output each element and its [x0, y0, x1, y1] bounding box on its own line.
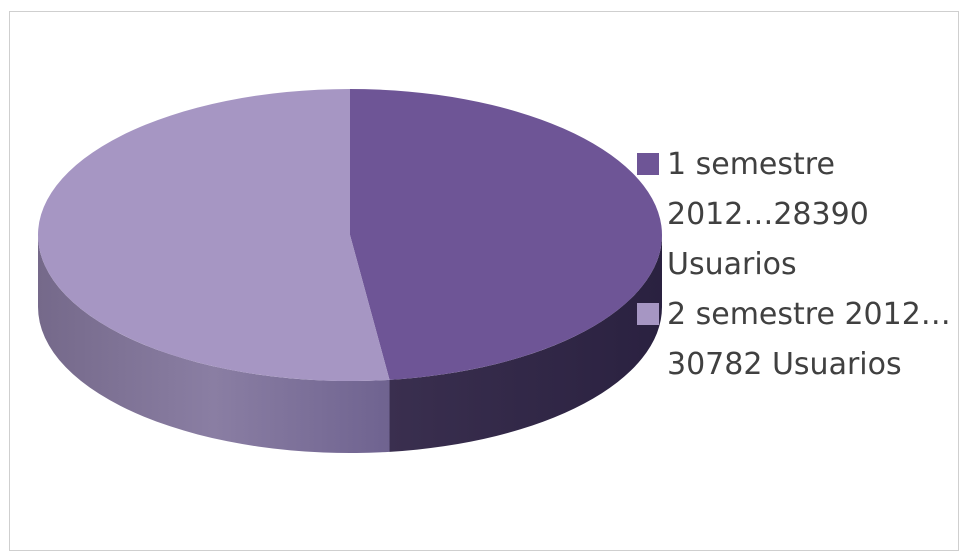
legend-line: 2 semestre 2012…	[667, 297, 951, 332]
legend-item-1: 1 semestre 2012…28390 Usuarios	[635, 140, 955, 290]
pie-sides	[37, 235, 662, 454]
legend-swatch-2	[637, 303, 659, 325]
pie-slice-side-1	[389, 235, 662, 452]
legend-line: Usuarios	[667, 247, 797, 282]
pie-slice-1	[350, 89, 662, 380]
pie-tops	[37, 89, 662, 382]
legend-line: 2012…28390	[667, 197, 869, 232]
legend-swatch-1	[637, 153, 659, 175]
pie-slice-2	[37, 89, 390, 382]
legend-line: 30782 Usuarios	[667, 347, 902, 382]
chart-legend: 1 semestre 2012…28390 Usuarios 2 semestr…	[635, 140, 955, 390]
legend-line: 1 semestre	[667, 147, 835, 182]
legend-item-2: 2 semestre 2012… 30782 Usuarios	[635, 290, 955, 390]
pie-slice-side-2	[37, 235, 390, 454]
